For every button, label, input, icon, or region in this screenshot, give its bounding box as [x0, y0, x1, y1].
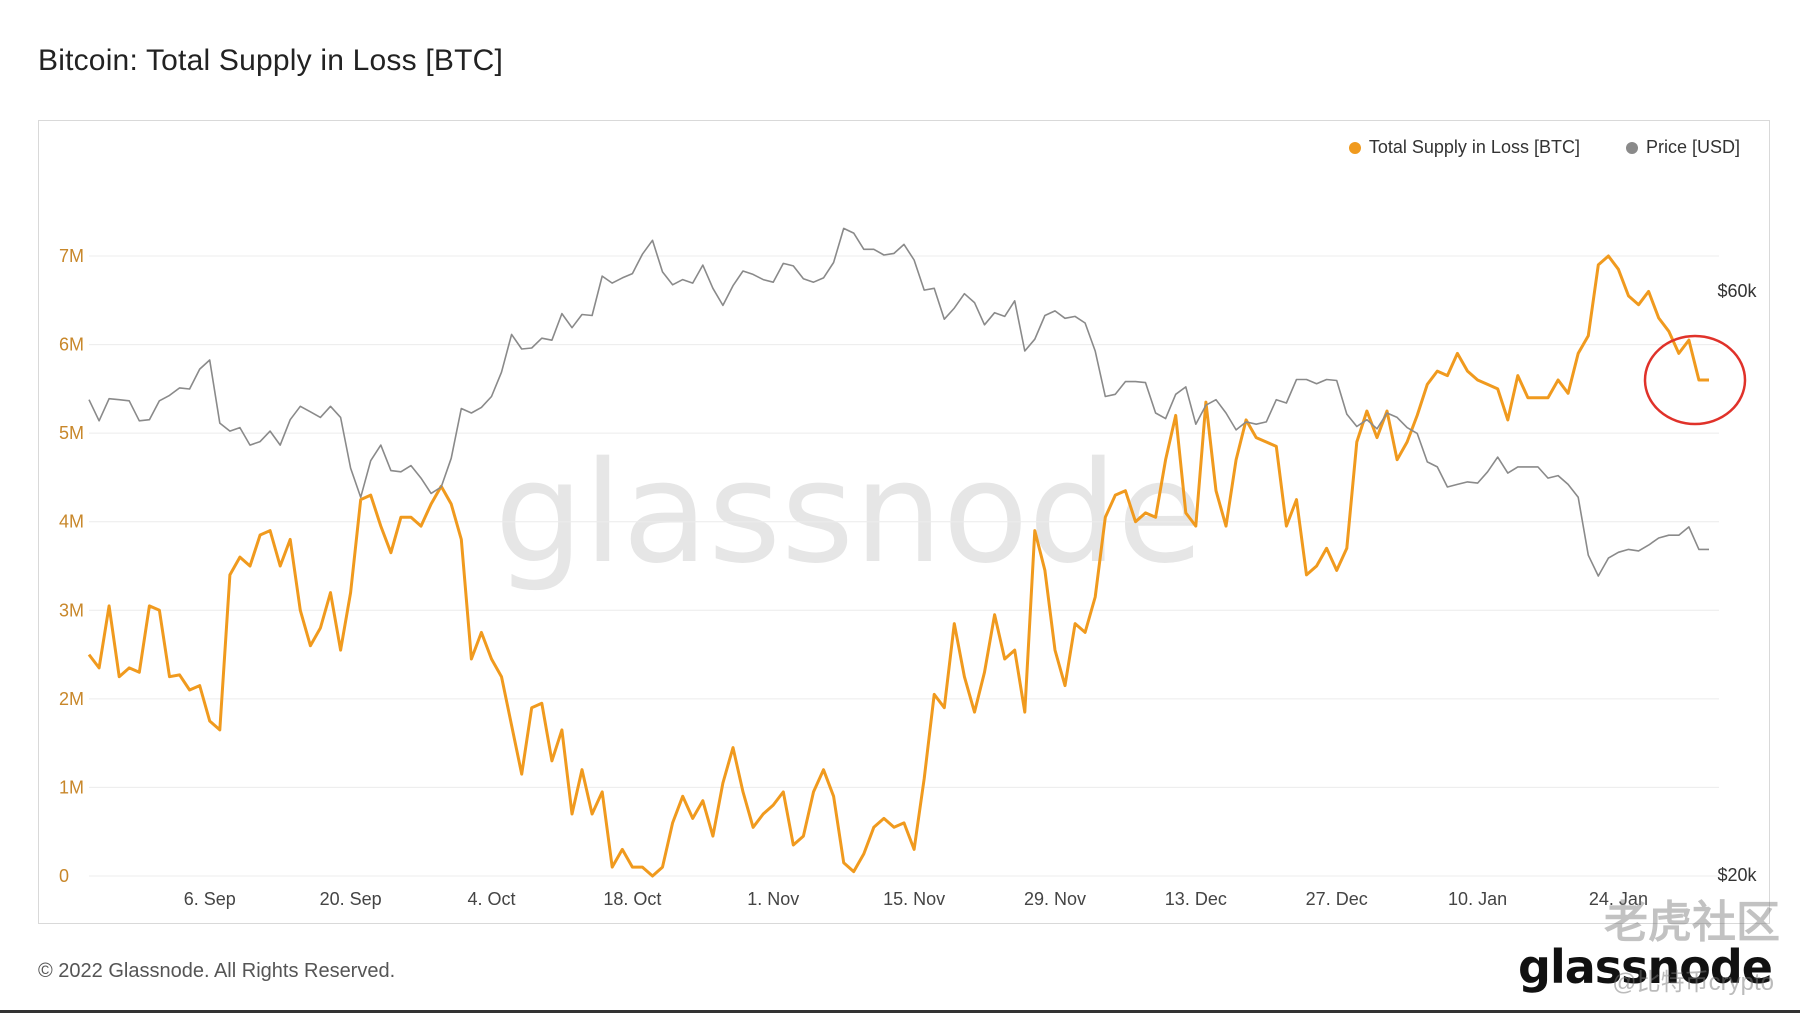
- x-tick-label: 29. Nov: [1024, 889, 1086, 909]
- chart-frame: glassnode 0 1M 2M 3M 4M 5M 6M 7M $20k $60k 6. Sep 20…: [38, 120, 1770, 924]
- chart-svg: glassnode 0 1M 2M 3M 4M 5M 6M 7M $20k $60k 6. Sep 20…: [59, 227, 1758, 909]
- chart-legend: Total Supply in Loss [BTC] Price [USD]: [1348, 137, 1740, 158]
- x-tick-label: 20. Sep: [320, 889, 382, 909]
- series-line-supply-in-loss: [87, 254, 1709, 878]
- x-tick-label: 24. Jan: [1589, 889, 1648, 909]
- bottom-rule: [0, 1010, 1800, 1013]
- y-left-tick-label: 4M: [59, 512, 84, 532]
- y-right-tick-label: $20k: [1717, 865, 1757, 885]
- x-tick-label: 4. Oct: [467, 889, 515, 909]
- y-left-tick-label: 5M: [59, 423, 84, 443]
- glassnode-watermark: glassnode: [495, 432, 1204, 595]
- legend-dot-supply-icon: [1348, 141, 1361, 154]
- x-tick-label: 1. Nov: [747, 889, 799, 909]
- legend-item-supply[interactable]: Total Supply in Loss [BTC]: [1348, 137, 1580, 158]
- x-tick-label: 6. Sep: [184, 889, 236, 909]
- x-tick-label: 27. Dec: [1306, 889, 1368, 909]
- y-left-tick-label: 6M: [59, 335, 84, 355]
- x-tick-label: 18. Oct: [603, 889, 661, 909]
- glassnode-logo: glassnode: [1518, 940, 1773, 994]
- y-left-tick-label: 7M: [59, 246, 84, 266]
- y-left-tick-label: 2M: [59, 689, 84, 709]
- copyright-footer: © 2022 Glassnode. All Rights Reserved.: [38, 960, 396, 982]
- legend-item-price[interactable]: Price [USD]: [1625, 137, 1740, 158]
- x-tick-label: 13. Dec: [1165, 889, 1227, 909]
- y-left-tick-label: 3M: [59, 600, 84, 620]
- y-left-tick-label: 0: [59, 866, 69, 886]
- y-right-tick-label: $60k: [1717, 281, 1757, 301]
- community-stamp: 老虎社区: [1604, 897, 1780, 948]
- x-tick-label: 10. Jan: [1448, 889, 1507, 909]
- annotation-circle: [1643, 334, 1747, 426]
- legend-label-supply: Total Supply in Loss [BTC]: [1368, 137, 1580, 157]
- x-tick-label: 15. Nov: [883, 889, 945, 909]
- y-left-tick-label: 1M: [59, 777, 84, 797]
- series-line-price: [88, 227, 1709, 577]
- author-handle: @比特币crypto: [1612, 969, 1774, 996]
- legend-dot-price-icon: [1625, 141, 1638, 154]
- page-title: Bitcoin: Total Supply in Loss [BTC]: [38, 44, 503, 77]
- legend-label-price: Price [USD]: [1645, 137, 1740, 157]
